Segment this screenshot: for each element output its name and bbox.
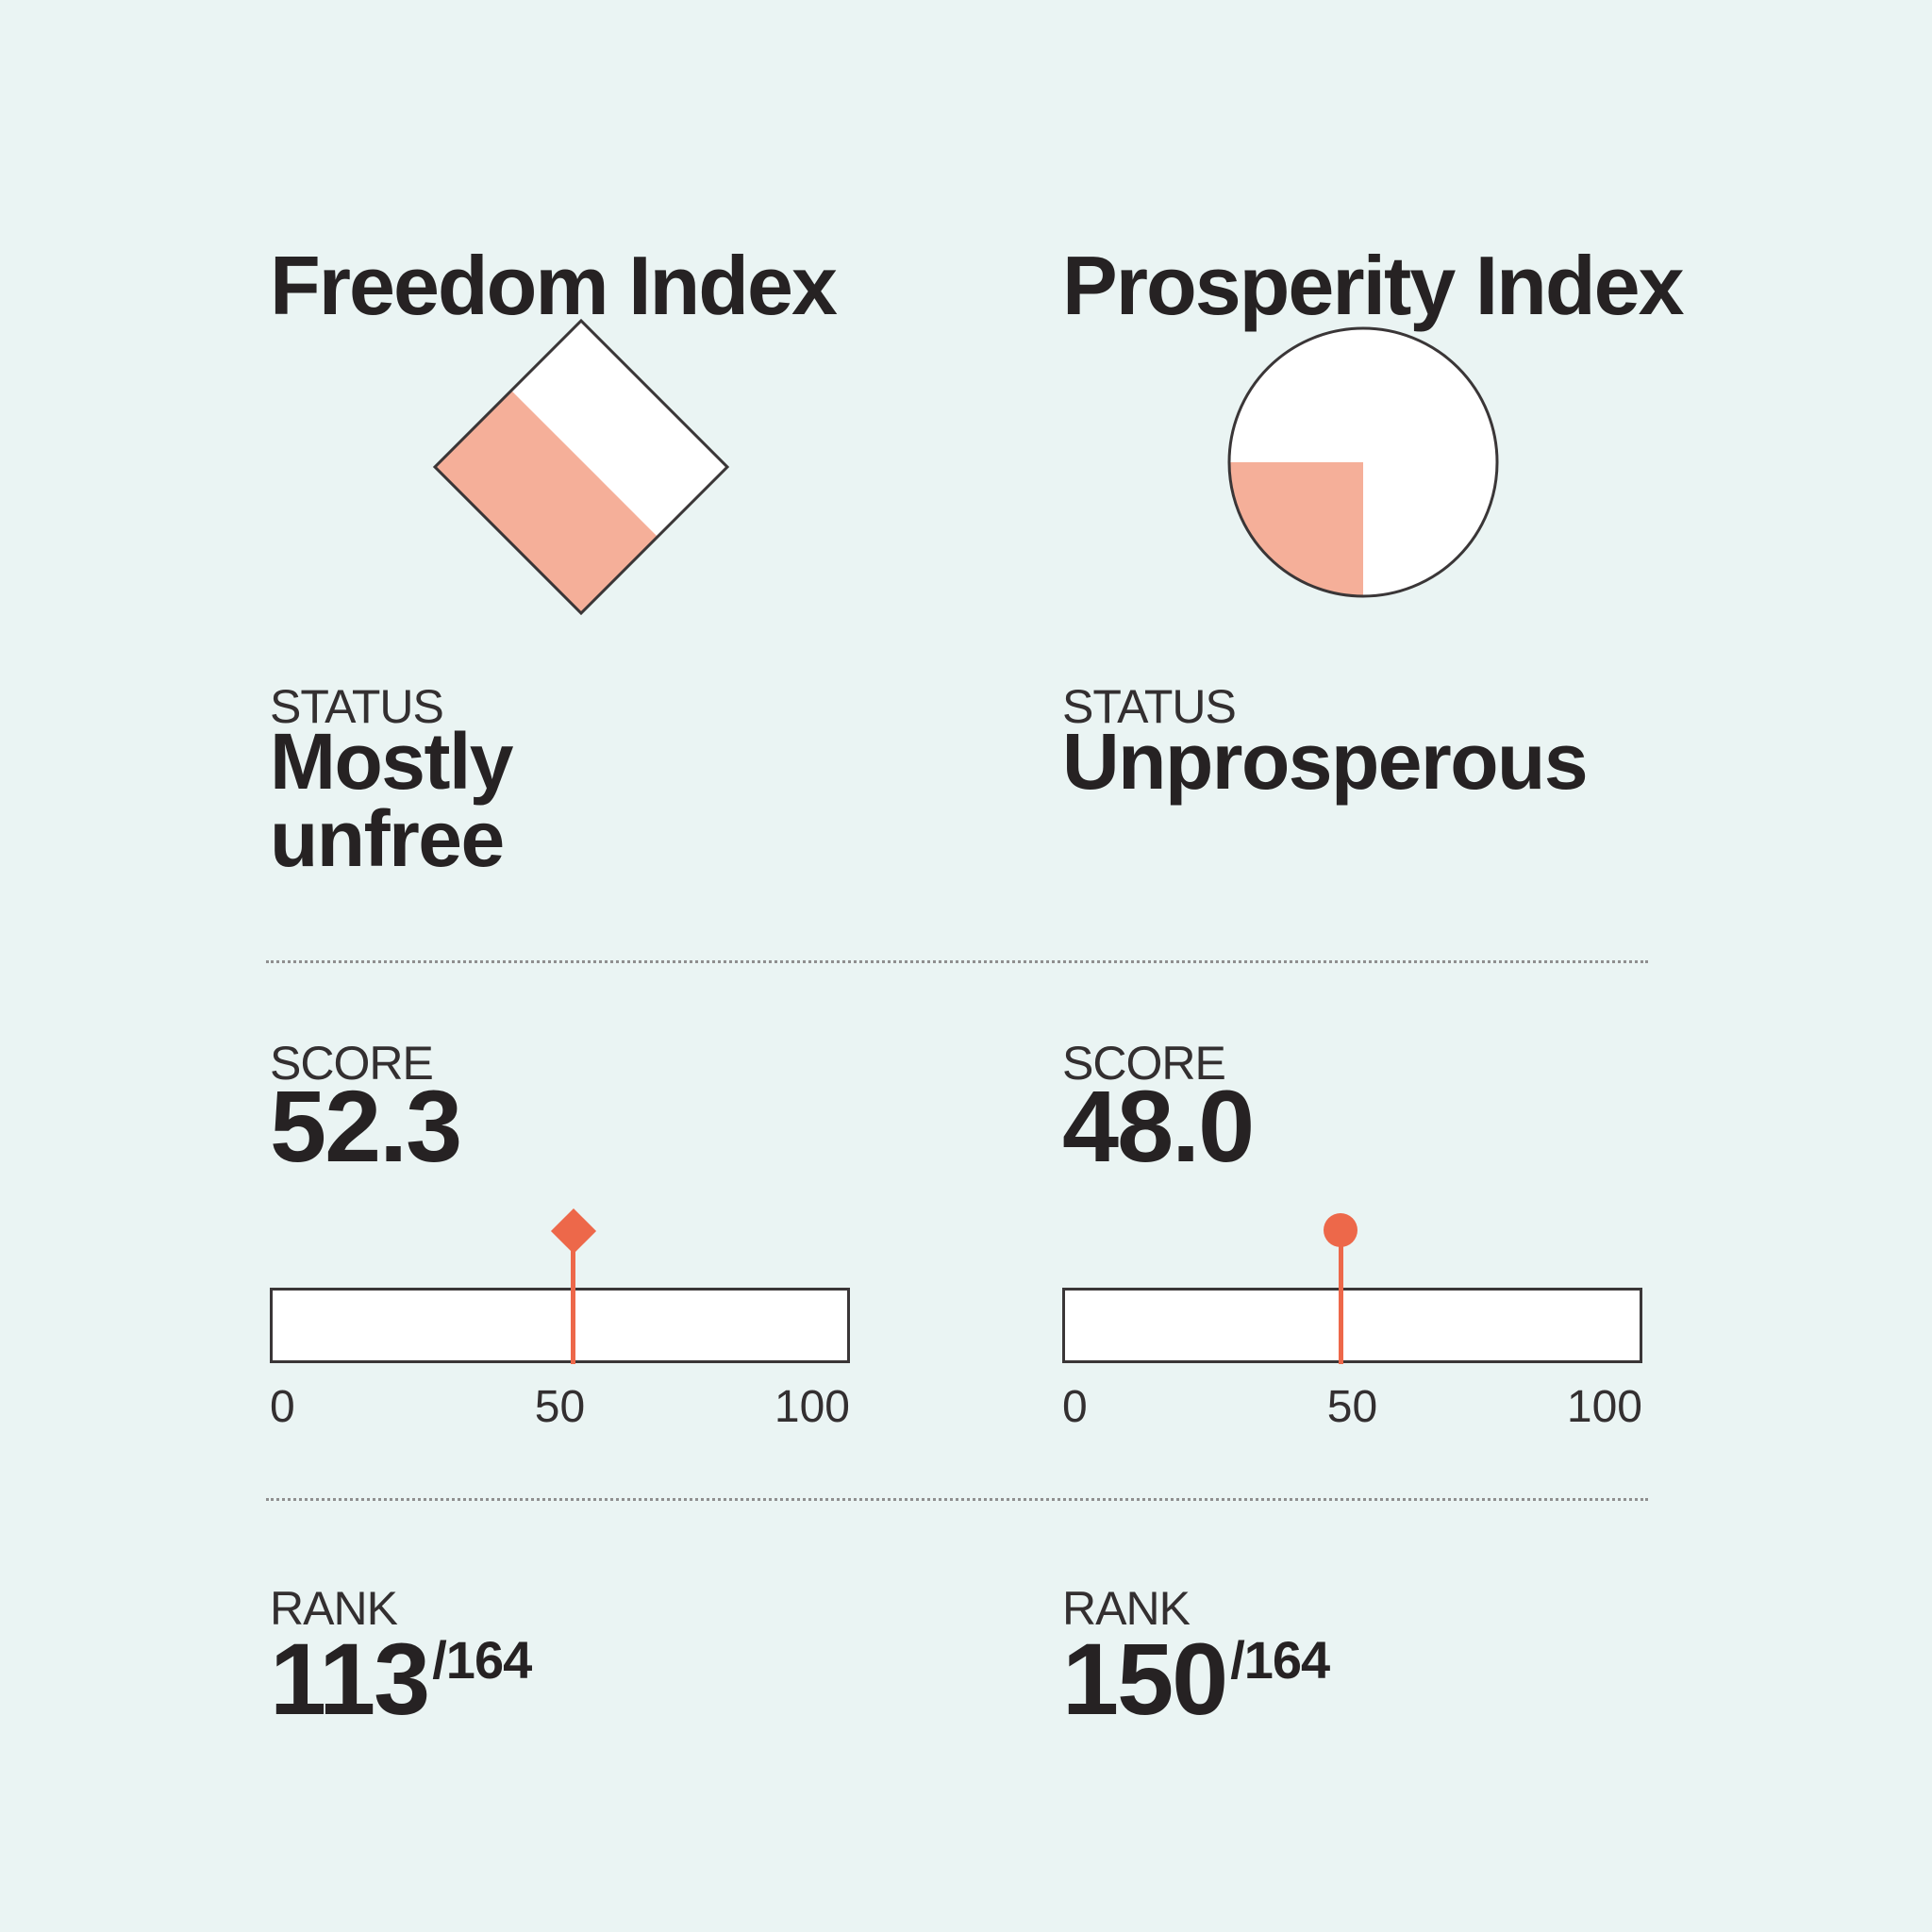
- score-scale-bar: [270, 1288, 850, 1363]
- dotted-divider-top: [266, 960, 1648, 963]
- score-marker-diamond-icon: [550, 1208, 596, 1255]
- scale-ticks: 0 50 100: [270, 1385, 850, 1432]
- freedom-status-value: Mostly unfree: [270, 717, 514, 884]
- freedom-score-label: SCORE: [270, 1037, 434, 1090]
- marker-stem: [1338, 1231, 1343, 1364]
- prosperity-rank-value: 150 /164: [1062, 1622, 1330, 1736]
- freedom-status-label: STATUS: [270, 680, 444, 733]
- scale-ticks: 0 50 100: [1062, 1385, 1642, 1432]
- dotted-divider-bottom: [266, 1498, 1648, 1501]
- tick-min: 0: [1062, 1382, 1088, 1432]
- score-scale-bar: [1062, 1288, 1642, 1363]
- prosperity-panel-title: Prosperity Index: [1062, 239, 1685, 333]
- prosperity-score-label: SCORE: [1062, 1037, 1226, 1090]
- prosperity-score-value: 48.0: [1062, 1069, 1255, 1183]
- tick-mid: 50: [1326, 1382, 1378, 1432]
- prosperity-pie-icon: [1222, 321, 1505, 604]
- prosperity-rank-label: RANK: [1062, 1582, 1191, 1635]
- freedom-diamond-icon: [425, 311, 737, 623]
- rank-number: 150: [1062, 1622, 1228, 1736]
- prosperity-status-value: Unprosperous: [1062, 717, 1589, 806]
- rank-total: /164: [432, 1630, 532, 1690]
- freedom-score-value: 52.3: [270, 1069, 462, 1183]
- freedom-panel-title: Freedom Index: [270, 239, 838, 333]
- freedom-rank-value: 113 /164: [270, 1622, 532, 1736]
- prosperity-score-gauge: 0 50 100: [1062, 1209, 1642, 1430]
- tick-max: 100: [774, 1382, 850, 1432]
- rank-number: 113: [270, 1622, 430, 1736]
- freedom-score-gauge: 0 50 100: [270, 1208, 850, 1430]
- freedom-rank-label: RANK: [270, 1582, 398, 1635]
- tick-mid: 50: [534, 1382, 586, 1432]
- prosperity-status-label: STATUS: [1062, 680, 1237, 733]
- tick-min: 0: [270, 1382, 295, 1432]
- tick-max: 100: [1566, 1382, 1642, 1432]
- score-marker-circle-icon: [1324, 1213, 1358, 1247]
- marker-stem: [571, 1231, 576, 1364]
- rank-total: /164: [1230, 1630, 1330, 1690]
